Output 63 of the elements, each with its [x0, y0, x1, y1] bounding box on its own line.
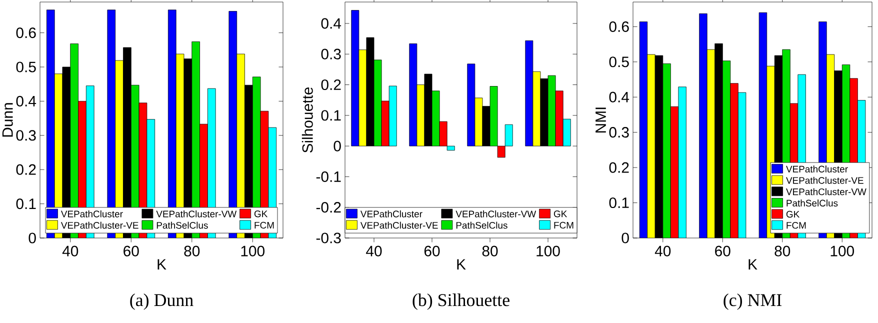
x-tick-label: 60 [124, 246, 139, 256]
text: (c) NMI [724, 294, 782, 310]
y-tick-label: 0.3 [321, 48, 341, 60]
y-tick-label: 0.1 [609, 197, 629, 208]
x-tick-label: 100 [536, 246, 560, 256]
y-tick-label: 0.6 [609, 21, 629, 32]
y-tick-label: 0.5 [16, 62, 36, 72]
y-tick-label: 0.2 [16, 164, 36, 175]
y-tick-label: -0.3 [316, 232, 341, 244]
text: (a) Dunn [130, 294, 194, 310]
y-tick-label: 0.1 [321, 110, 341, 121]
legend-label: FCM [254, 222, 274, 229]
legend-label: FCM [554, 222, 574, 229]
y-axis-title: NMI [596, 108, 606, 132]
y-tick-label: -0.1 [316, 171, 341, 182]
y-tick-label: -0.2 [316, 202, 341, 213]
legend-label: VEPathCluster-VW [156, 210, 237, 218]
x-tick-label: 100 [830, 246, 854, 256]
legend-label: PathSelClus [456, 222, 508, 229]
legend-label: FCM [786, 222, 806, 229]
legend-label: VEPathCluster [360, 210, 422, 218]
y-tick-label: 0.4 [609, 92, 630, 102]
legend-label: VEPathCluster [60, 210, 123, 218]
x-tick-label: 60 [715, 246, 730, 256]
legend-label: VEPathCluster-VE [786, 176, 864, 184]
x-tick-label: 40 [366, 246, 382, 256]
x-tick-label: 80 [774, 246, 790, 256]
x-tick-label: 40 [62, 246, 78, 256]
legend-label: PathSelClus [786, 200, 838, 207]
y-tick-label: 0.4 [321, 18, 342, 29]
x-tick-label: 80 [482, 246, 498, 256]
y-axis-title: Silhouette [302, 87, 313, 153]
legend-label: VEPathCluster [786, 166, 848, 172]
y-tick-label: 0.5 [609, 56, 629, 68]
y-tick-label: 0.3 [609, 127, 629, 138]
text: (b) Silhouette [412, 294, 510, 310]
y-tick-label: 0 [334, 140, 341, 152]
legend-label: GK [254, 210, 268, 218]
legend-label: VEPathCluster-VW [786, 188, 866, 196]
x-tick-label: 80 [184, 246, 200, 256]
y-tick-label: 0.6 [16, 27, 36, 38]
y-tick-label: 0.4 [16, 96, 36, 106]
legend-label: VEPathCluster-VE [360, 222, 438, 229]
legend-label: GK [554, 210, 568, 218]
y-tick-label: 0.3 [16, 130, 36, 141]
y-tick-label: 0.2 [609, 162, 629, 173]
y-axis-title: Dunn [2, 103, 13, 137]
legend-label: VEPathCluster-VE [60, 222, 138, 229]
legend-label: PathSelClus [156, 222, 208, 229]
x-axis-title: K [748, 259, 758, 270]
x-axis-title: K [457, 259, 466, 270]
y-tick-label: 0.2 [321, 79, 341, 90]
y-tick-label: 0 [622, 232, 629, 244]
legend-label: GK [786, 210, 800, 218]
y-tick-label: 0 [28, 232, 36, 244]
x-tick-label: 60 [424, 246, 440, 256]
bar [662, 63, 671, 238]
x-tick-label: 40 [654, 246, 671, 256]
x-tick-label: 100 [241, 246, 264, 256]
bar [722, 60, 731, 238]
legend-label: VEPathCluster-VW [456, 210, 536, 218]
y-tick-label: 0.1 [16, 198, 36, 210]
x-axis-title: K [158, 259, 166, 270]
